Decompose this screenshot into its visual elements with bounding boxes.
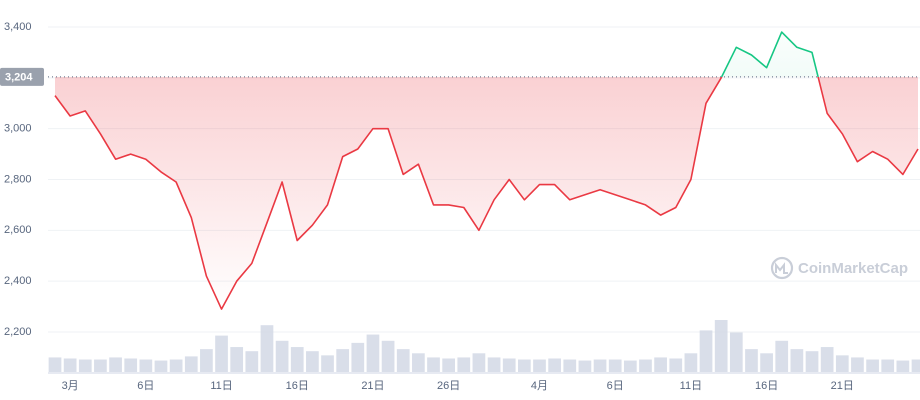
volume-bar [366,334,380,372]
volume-bar [245,351,259,372]
volume-bar [109,357,122,372]
x-tick-label: 26日 [437,380,460,392]
volume-bar [200,349,213,372]
up-region [55,31,918,77]
volume-bar [911,359,920,372]
volume-bar [230,347,244,372]
price-line [54,76,919,310]
volume-bar [866,359,879,372]
volume-bar [517,359,531,372]
volume-bar [63,358,77,372]
y-tick-label: 2,600 [4,224,32,236]
price-area [55,32,918,77]
watermark: CoinMarketCap [770,256,908,280]
volume-bar [154,360,168,372]
volume-bar [336,349,350,372]
volume-bar [851,357,864,372]
price-area [55,76,918,310]
reference-label: 3,204 [5,72,33,84]
y-tick-label: 3,000 [4,123,32,135]
y-tick-label: 3,400 [4,21,32,33]
y-tick-label: 2,800 [4,173,32,185]
volume-bar [714,320,728,372]
volume-bar [684,353,698,372]
volume-bar [457,357,471,372]
volume-bar [805,351,819,372]
x-tick-label: 11日 [210,380,232,392]
volume-bar [745,349,758,372]
volume-bar [699,330,713,372]
volume-bar [608,359,622,372]
volume-bar [729,332,743,372]
volume-bar [184,356,198,372]
x-tick-label: 11日 [680,380,702,392]
volume-bar [260,325,274,372]
down-region [54,76,919,310]
volume-bar [381,340,395,372]
volume-bar [427,357,440,372]
volume-bar [290,347,304,372]
volume-bar [881,359,895,372]
y-tick-label: 2,400 [4,275,32,287]
volume-bar [669,358,683,372]
volume-bar [487,357,501,372]
volume-bar [351,342,365,372]
volume-bar [623,360,637,372]
x-tick-label: 3月 [62,380,79,392]
volume-bar [639,359,652,372]
price-line [720,31,819,77]
volume-bar [215,335,228,372]
volume-bar [275,340,289,372]
volume-bar [94,359,107,372]
x-tick-label: 6日 [137,380,154,392]
volume-bar [412,353,425,372]
volume-bar [169,359,183,372]
watermark-text: CoinMarketCap [798,260,908,277]
volume-bar [548,358,561,372]
volume-bar [593,359,607,372]
volume-bar [654,357,667,372]
x-tick-label: 21日 [361,380,384,392]
x-tick-label: 16日 [755,380,778,392]
volume-bar [820,347,834,372]
volume-bar [78,359,92,372]
reference-label-box [0,67,44,86]
volume-bar [396,349,410,372]
volume-bar [896,360,910,372]
volume-bar [760,353,773,372]
volume-bar [578,360,592,372]
volume-bar [775,340,789,372]
volume-bar [124,358,138,372]
volume-bar [533,359,546,372]
volume-bar [306,351,319,372]
x-tick-label: 16日 [286,380,309,392]
x-tick-label: 21日 [831,380,854,392]
volume-bar [563,359,577,372]
volume-bar [442,358,456,372]
volume-bar [790,349,804,372]
x-tick-label: 6日 [607,380,624,392]
volume-bar [48,357,62,372]
y-tick-label: 2,200 [4,326,32,338]
volume-bar [835,355,849,372]
volume-bar [321,355,334,372]
volume-bar [472,353,486,372]
volume-bar [139,359,153,372]
volume-bar [502,358,516,372]
x-tick-label: 4月 [531,380,548,392]
